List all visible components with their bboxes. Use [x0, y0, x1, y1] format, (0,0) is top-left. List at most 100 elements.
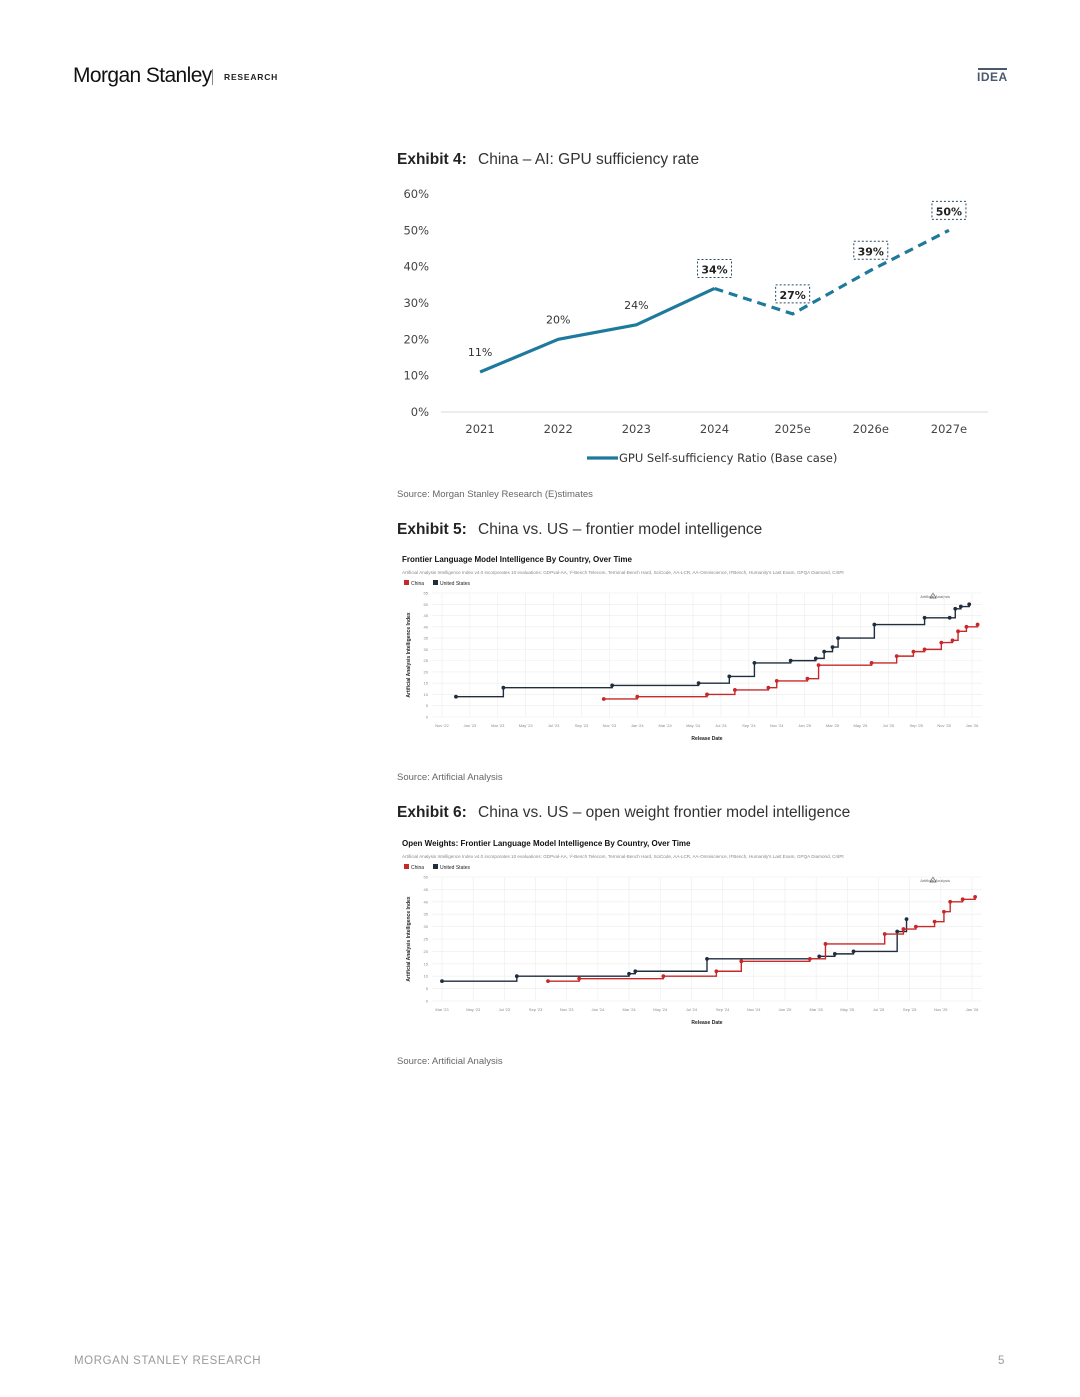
- series-point: [766, 685, 771, 690]
- y-tick-label: 50: [424, 602, 429, 607]
- x-tick-label: May '24: [653, 1007, 668, 1012]
- series-line-estimate: [714, 228, 950, 316]
- legend-label: United States: [440, 581, 471, 587]
- data-label: 20%: [546, 313, 570, 326]
- exhibit-4-source: Source: Morgan Stanley Research (E)stima…: [397, 489, 593, 500]
- series-point: [739, 959, 744, 964]
- series-point: [950, 638, 955, 643]
- y-tick-label: 0: [426, 999, 429, 1004]
- footer-brand: MORGAN STANLEY RESEARCH: [74, 1355, 262, 1367]
- y-tick-label: 5: [426, 986, 429, 991]
- x-tick-label: Jan '25: [798, 723, 812, 728]
- data-label-box: [931, 200, 967, 220]
- exhibit-6-label: Exhibit 6:: [397, 804, 467, 821]
- y-axis-title: Artificial Analysis Intelligence Index: [406, 612, 412, 697]
- x-tick-label: Mar '24: [659, 723, 673, 728]
- exhibit-6-source: Source: Artificial Analysis: [397, 1056, 503, 1067]
- idea-tag-overline: [978, 68, 1007, 70]
- x-tick-label: Nov '22: [435, 723, 449, 728]
- legend-label: GPU Self-sufficiency Ratio (Base case): [619, 451, 837, 465]
- x-tick-label: May '23: [466, 1007, 481, 1012]
- watermark-logo-icon: [929, 876, 937, 883]
- series-point: [836, 636, 841, 640]
- x-tick-label: Mar '25: [810, 1007, 824, 1012]
- series-point: [823, 942, 828, 946]
- x-tick-label: 2024: [700, 422, 729, 436]
- series-point: [714, 969, 719, 974]
- exhibit-4-title: China – AI: GPU sufficiency rate: [478, 151, 700, 168]
- series-point: [440, 979, 444, 984]
- exhibit-5-label: Exhibit 5:: [397, 521, 467, 538]
- series-point: [851, 949, 856, 954]
- x-tick-label: Mar '24: [622, 1007, 636, 1012]
- series-point: [817, 954, 822, 959]
- series-point: [705, 692, 709, 697]
- y-tick-label: 30: [424, 924, 429, 929]
- data-label-box: [697, 258, 732, 278]
- x-tick-label: Nov '23: [603, 723, 617, 728]
- legend-swatch: [433, 864, 438, 869]
- series-point: [960, 897, 965, 902]
- x-axis-title: Release Date: [691, 736, 722, 742]
- series-point: [816, 663, 821, 668]
- series-point: [947, 615, 952, 620]
- x-tick-label: Jul '23: [548, 723, 560, 728]
- data-label: 11%: [468, 346, 492, 359]
- x-tick-label: Mar '25: [826, 723, 840, 728]
- data-label-box: [775, 284, 811, 304]
- series-point: [894, 654, 899, 659]
- series-point: [942, 909, 946, 914]
- series-point: [610, 683, 615, 688]
- series-point: [911, 649, 916, 654]
- y-tick-label: 35: [424, 636, 429, 641]
- series-point: [661, 974, 666, 979]
- chart-title: Open Weights: Frontier Language Model In…: [402, 839, 691, 848]
- x-tick-label: Jul '24: [715, 723, 727, 728]
- series-point: [627, 971, 631, 976]
- series-point: [973, 894, 978, 899]
- series-point: [807, 956, 812, 961]
- y-tick-label: 40: [424, 624, 429, 629]
- series-point: [904, 917, 909, 922]
- series-point: [895, 929, 900, 934]
- series-point: [774, 679, 779, 683]
- series-point: [788, 658, 793, 663]
- data-label-box: [853, 240, 889, 260]
- x-tick-label: May '23: [519, 723, 534, 728]
- legend-label: China: [411, 865, 424, 871]
- x-tick-label: Jan '26: [966, 723, 980, 728]
- x-tick-label: May '25: [840, 1007, 855, 1012]
- series-point: [882, 932, 887, 936]
- exhibit-6-title: China vs. US – open weight frontier mode…: [478, 804, 851, 821]
- y-tick-label: 10: [424, 974, 429, 979]
- x-tick-label: 2021: [465, 422, 494, 436]
- series-point: [967, 602, 972, 607]
- x-tick-label: Sep '23: [575, 723, 589, 728]
- x-tick-label: Nov '25: [937, 723, 951, 728]
- series-point: [913, 924, 918, 929]
- x-tick-label: Jul '24: [686, 1007, 698, 1012]
- y-tick-label: 0: [426, 715, 429, 720]
- series-point: [635, 694, 640, 699]
- series-point: [577, 976, 582, 981]
- data-label: 39%: [858, 245, 884, 258]
- series-point: [922, 647, 927, 652]
- y-tick-label: 25: [424, 658, 429, 663]
- idea-tag: IDEA: [977, 70, 1008, 84]
- x-tick-label: Nov '23: [560, 1007, 574, 1012]
- x-tick-label: Jan '24: [631, 723, 645, 728]
- series-point: [813, 656, 818, 661]
- y-tick-label: 15: [424, 681, 429, 686]
- x-tick-label: Nov '24: [747, 1007, 761, 1012]
- x-tick-label: May '24: [686, 723, 701, 728]
- y-tick-label: 30: [424, 647, 429, 652]
- exhibit-6-heading: Exhibit 6: China vs. US – open weight fro…: [397, 804, 850, 822]
- data-label: 34%: [701, 263, 727, 276]
- x-tick-label: 2023: [622, 422, 651, 436]
- y-tick-label: 50: [424, 875, 429, 880]
- series-point: [601, 697, 606, 701]
- legend-swatch: [404, 580, 409, 585]
- data-label: 50%: [936, 205, 962, 218]
- exhibit-4-heading: Exhibit 4: China – AI: GPU sufficiency ra…: [397, 151, 699, 169]
- data-label: 24%: [624, 299, 648, 312]
